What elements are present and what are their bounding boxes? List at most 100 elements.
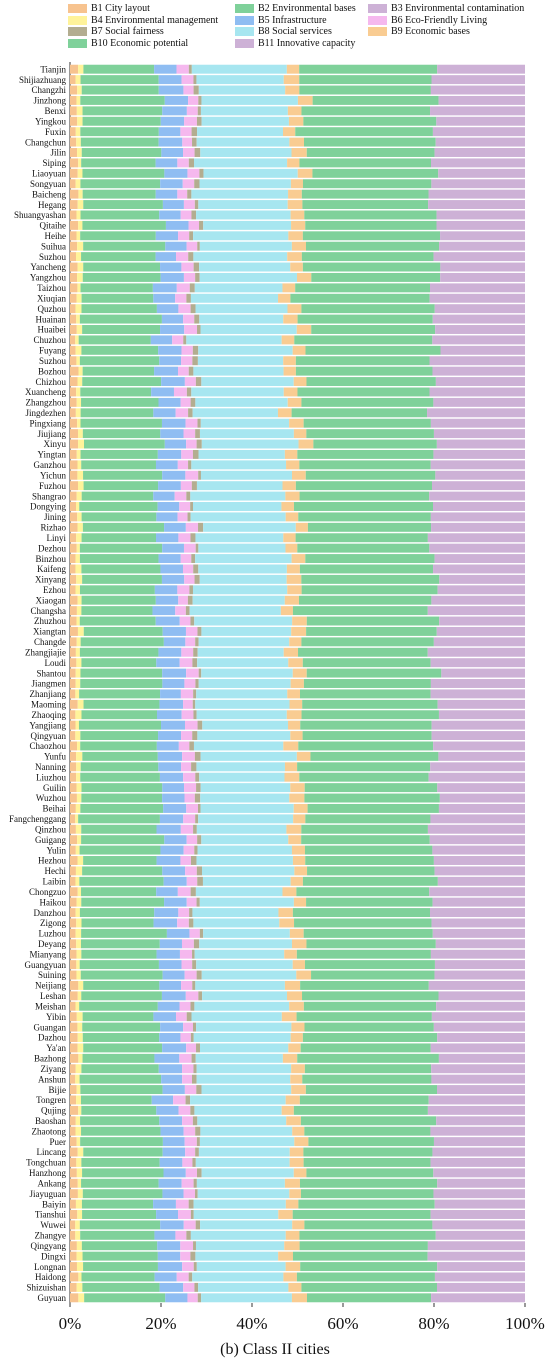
- bar-segment-b11: [432, 314, 525, 324]
- bar-segment-b7: [186, 1230, 191, 1240]
- bar-segment-b6: [173, 1095, 186, 1105]
- bar-segment-b6: [177, 460, 189, 470]
- bar-segment-b7: [187, 512, 191, 522]
- bar-segment-b10: [300, 1043, 431, 1053]
- bar-segment-b11: [434, 1199, 525, 1209]
- bar-segment-b4: [75, 928, 82, 938]
- bar-segment-b6: [182, 1074, 192, 1084]
- bar-segment-b8: [191, 1012, 282, 1022]
- bar-segment-b7: [185, 606, 190, 616]
- category-label: Kaifeng: [37, 564, 66, 574]
- bar-segment-b10: [304, 960, 435, 970]
- bar-segment-b11: [431, 1064, 525, 1074]
- bar-segment-b2: [80, 283, 153, 293]
- category-label: Bijie: [49, 1085, 67, 1095]
- bar-segment-b11: [435, 377, 525, 387]
- bar-segment-b11: [431, 75, 525, 85]
- bar-segment-b2: [81, 304, 157, 314]
- bar-segment-b10: [297, 1053, 439, 1063]
- category-label: Qitaihe: [40, 221, 67, 231]
- bar-segment-b8: [196, 710, 287, 720]
- bar-segment-b2: [80, 231, 156, 241]
- bar-segment-b11: [427, 824, 525, 834]
- bar-segment-b8: [193, 502, 282, 511]
- bar-segment-b11: [433, 1189, 525, 1199]
- bar-segment-b6: [182, 564, 194, 574]
- bar-segment-b7: [193, 1241, 196, 1251]
- bar-segment-b7: [190, 1001, 195, 1011]
- bar-segment-b2: [80, 762, 159, 772]
- bar-segment-b8: [202, 866, 295, 876]
- bar-segment-b7: [196, 1043, 200, 1053]
- bar-segment-b11: [437, 699, 525, 709]
- bar-segment-b2: [82, 1210, 157, 1219]
- bar-segment-b11: [436, 1282, 525, 1292]
- bar-segment-b7: [193, 1262, 197, 1272]
- bar-segment-b4: [77, 1178, 82, 1188]
- bar-segment-b11: [440, 262, 525, 272]
- bar-segment-b5: [164, 439, 187, 449]
- bar-segment-b11: [430, 949, 525, 959]
- bar-segment-b2: [83, 1147, 163, 1157]
- bar-segment-b5: [154, 585, 178, 595]
- bar-segment-b8: [200, 470, 293, 480]
- bar-segment-b9: [285, 491, 300, 501]
- bar-segment-b6: [185, 1147, 196, 1157]
- category-label: Yangjiang: [29, 720, 66, 730]
- bar-segment-b2: [81, 783, 163, 793]
- bar-segment-b7: [194, 845, 198, 855]
- bar-segment-b4: [78, 481, 84, 491]
- bar-segment-b10: [305, 220, 437, 230]
- bar-segment-b7: [189, 741, 194, 751]
- bar-segment-b9: [289, 793, 305, 803]
- bar-segment-b10: [297, 387, 430, 397]
- bar-segment-b8: [195, 1053, 283, 1063]
- bar-segment-b4: [77, 241, 84, 251]
- category-label: Qinzhou: [35, 824, 66, 834]
- bar-segment-b1: [70, 1230, 76, 1240]
- bar-segment-b5: [162, 679, 185, 688]
- bar-segment-b9: [288, 231, 303, 241]
- bar-segment-b8: [195, 533, 284, 543]
- bar-segment-b4: [76, 616, 80, 626]
- bar-segment-b1: [70, 272, 78, 282]
- bar-segment-b5: [159, 1033, 181, 1042]
- bar-segment-b6: [180, 1241, 194, 1251]
- bar-segment-b2: [80, 1116, 160, 1126]
- bar-segment-b4: [76, 772, 81, 782]
- legend-label: B6 Eco-Friendly Living: [391, 14, 488, 26]
- bar-segment-b2: [83, 980, 160, 990]
- bar-segment-b4: [76, 793, 82, 803]
- bar-segment-b6: [175, 1199, 189, 1209]
- bar-segment-b2: [80, 179, 161, 189]
- bar-segment-b6: [181, 356, 193, 366]
- bar-segment-b10: [305, 345, 441, 355]
- bar-segment-b4: [78, 158, 82, 168]
- bar-segment-b5: [158, 137, 183, 147]
- bar-segment-b11: [432, 481, 525, 491]
- legend-item-b6: B6 Eco-Friendly Living: [368, 15, 487, 26]
- bar-segment-b1: [70, 751, 77, 761]
- bar-segment-b8: [192, 1272, 284, 1282]
- category-label: Ya'an: [46, 1043, 66, 1053]
- bar-segment-b11: [440, 231, 525, 241]
- bar-segment-b2: [82, 1251, 158, 1261]
- bar-segment-b8: [191, 64, 287, 74]
- bar-segment-b11: [433, 741, 525, 751]
- bar-segment-b11: [433, 1022, 525, 1032]
- bar-segment-b9: [285, 1199, 299, 1209]
- bar-segment-b8: [196, 1064, 292, 1074]
- bar-segment-b10: [302, 1033, 438, 1042]
- bar-segment-b2: [79, 845, 161, 855]
- bar-segment-b7: [193, 647, 198, 657]
- bar-segment-b2: [80, 1137, 163, 1147]
- bar-segment-b1: [70, 210, 77, 220]
- bar-segment-b6: [176, 1272, 189, 1282]
- bar-segment-b8: [201, 1293, 292, 1303]
- bar-segment-b8: [195, 304, 288, 314]
- bar-segment-b6: [185, 1168, 198, 1178]
- category-label: Xuancheng: [25, 387, 66, 397]
- bar-segment-b1: [70, 1012, 77, 1022]
- bar-segment-b2: [82, 366, 155, 376]
- bar-segment-b11: [437, 876, 525, 886]
